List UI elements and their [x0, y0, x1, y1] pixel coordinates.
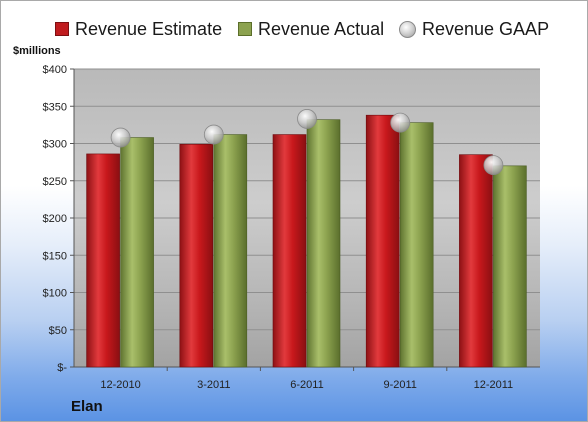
x-tick-label: 12-2010: [100, 379, 140, 391]
bars: [86, 114, 527, 368]
legend-marker-revenue-gaap: [399, 20, 416, 38]
marker-revenue-gaap: [297, 109, 317, 129]
marker-revenue-gaap: [390, 112, 411, 133]
y-axis-unit-label: $millions: [13, 45, 61, 57]
legend-item-revenue-estimate: Revenue Estimate: [55, 15, 222, 43]
bar-revenue-estimate: [459, 154, 493, 368]
y-tick-label: $100: [43, 288, 67, 300]
bar-revenue-actual: [493, 165, 527, 368]
legend-label-revenue-gaap: Revenue GAAP: [422, 18, 550, 39]
marker-revenue-gaap: [203, 124, 224, 145]
bar-revenue-estimate: [365, 114, 400, 368]
legend-label-revenue-actual: Revenue Actual: [258, 18, 385, 39]
marker-revenue-gaap: [110, 127, 131, 148]
bar-revenue-actual: [120, 137, 154, 368]
legend-swatch-revenue-actual: [238, 22, 252, 36]
bar-revenue-estimate: [179, 143, 214, 368]
x-axis-ticks: 12-2010 3-2011 6-2011 9-2011 12-2011: [100, 367, 513, 391]
y-tick-label: $50: [49, 325, 67, 337]
y-tick-label: $300: [43, 139, 67, 151]
bar-revenue-actual: [213, 134, 248, 368]
legend-label-revenue-estimate: Revenue Estimate: [75, 18, 223, 39]
y-tick-label: $150: [43, 250, 67, 262]
marker-revenue-gaap: [483, 155, 504, 176]
legend-item-revenue-actual: Revenue Actual: [238, 15, 384, 43]
legend-item-revenue-gaap: Revenue GAAP: [399, 15, 549, 43]
y-tick-label: $250: [43, 176, 67, 188]
bar-revenue-estimate: [86, 153, 120, 368]
x-tick-label: 3-2011: [197, 379, 230, 391]
y-tick-label: $-: [57, 362, 67, 374]
x-tick-label: 9-2011: [383, 379, 416, 391]
bar-revenue-estimate: [272, 134, 307, 368]
bar-revenue-actual: [306, 119, 341, 368]
legend: Revenue Estimate Revenue Actual Revenue …: [1, 15, 587, 43]
gaap-markers: [110, 109, 504, 176]
x-tick-label: 12-2011: [474, 379, 514, 391]
company-label: Elan: [71, 398, 103, 415]
y-tick-label: $400: [43, 64, 67, 76]
legend-swatch-revenue-estimate: [55, 22, 69, 36]
y-tick-label: $200: [43, 213, 67, 225]
bar-revenue-actual: [399, 122, 434, 368]
y-tick-label: $350: [43, 101, 67, 113]
x-tick-label: 6-2011: [290, 379, 323, 391]
